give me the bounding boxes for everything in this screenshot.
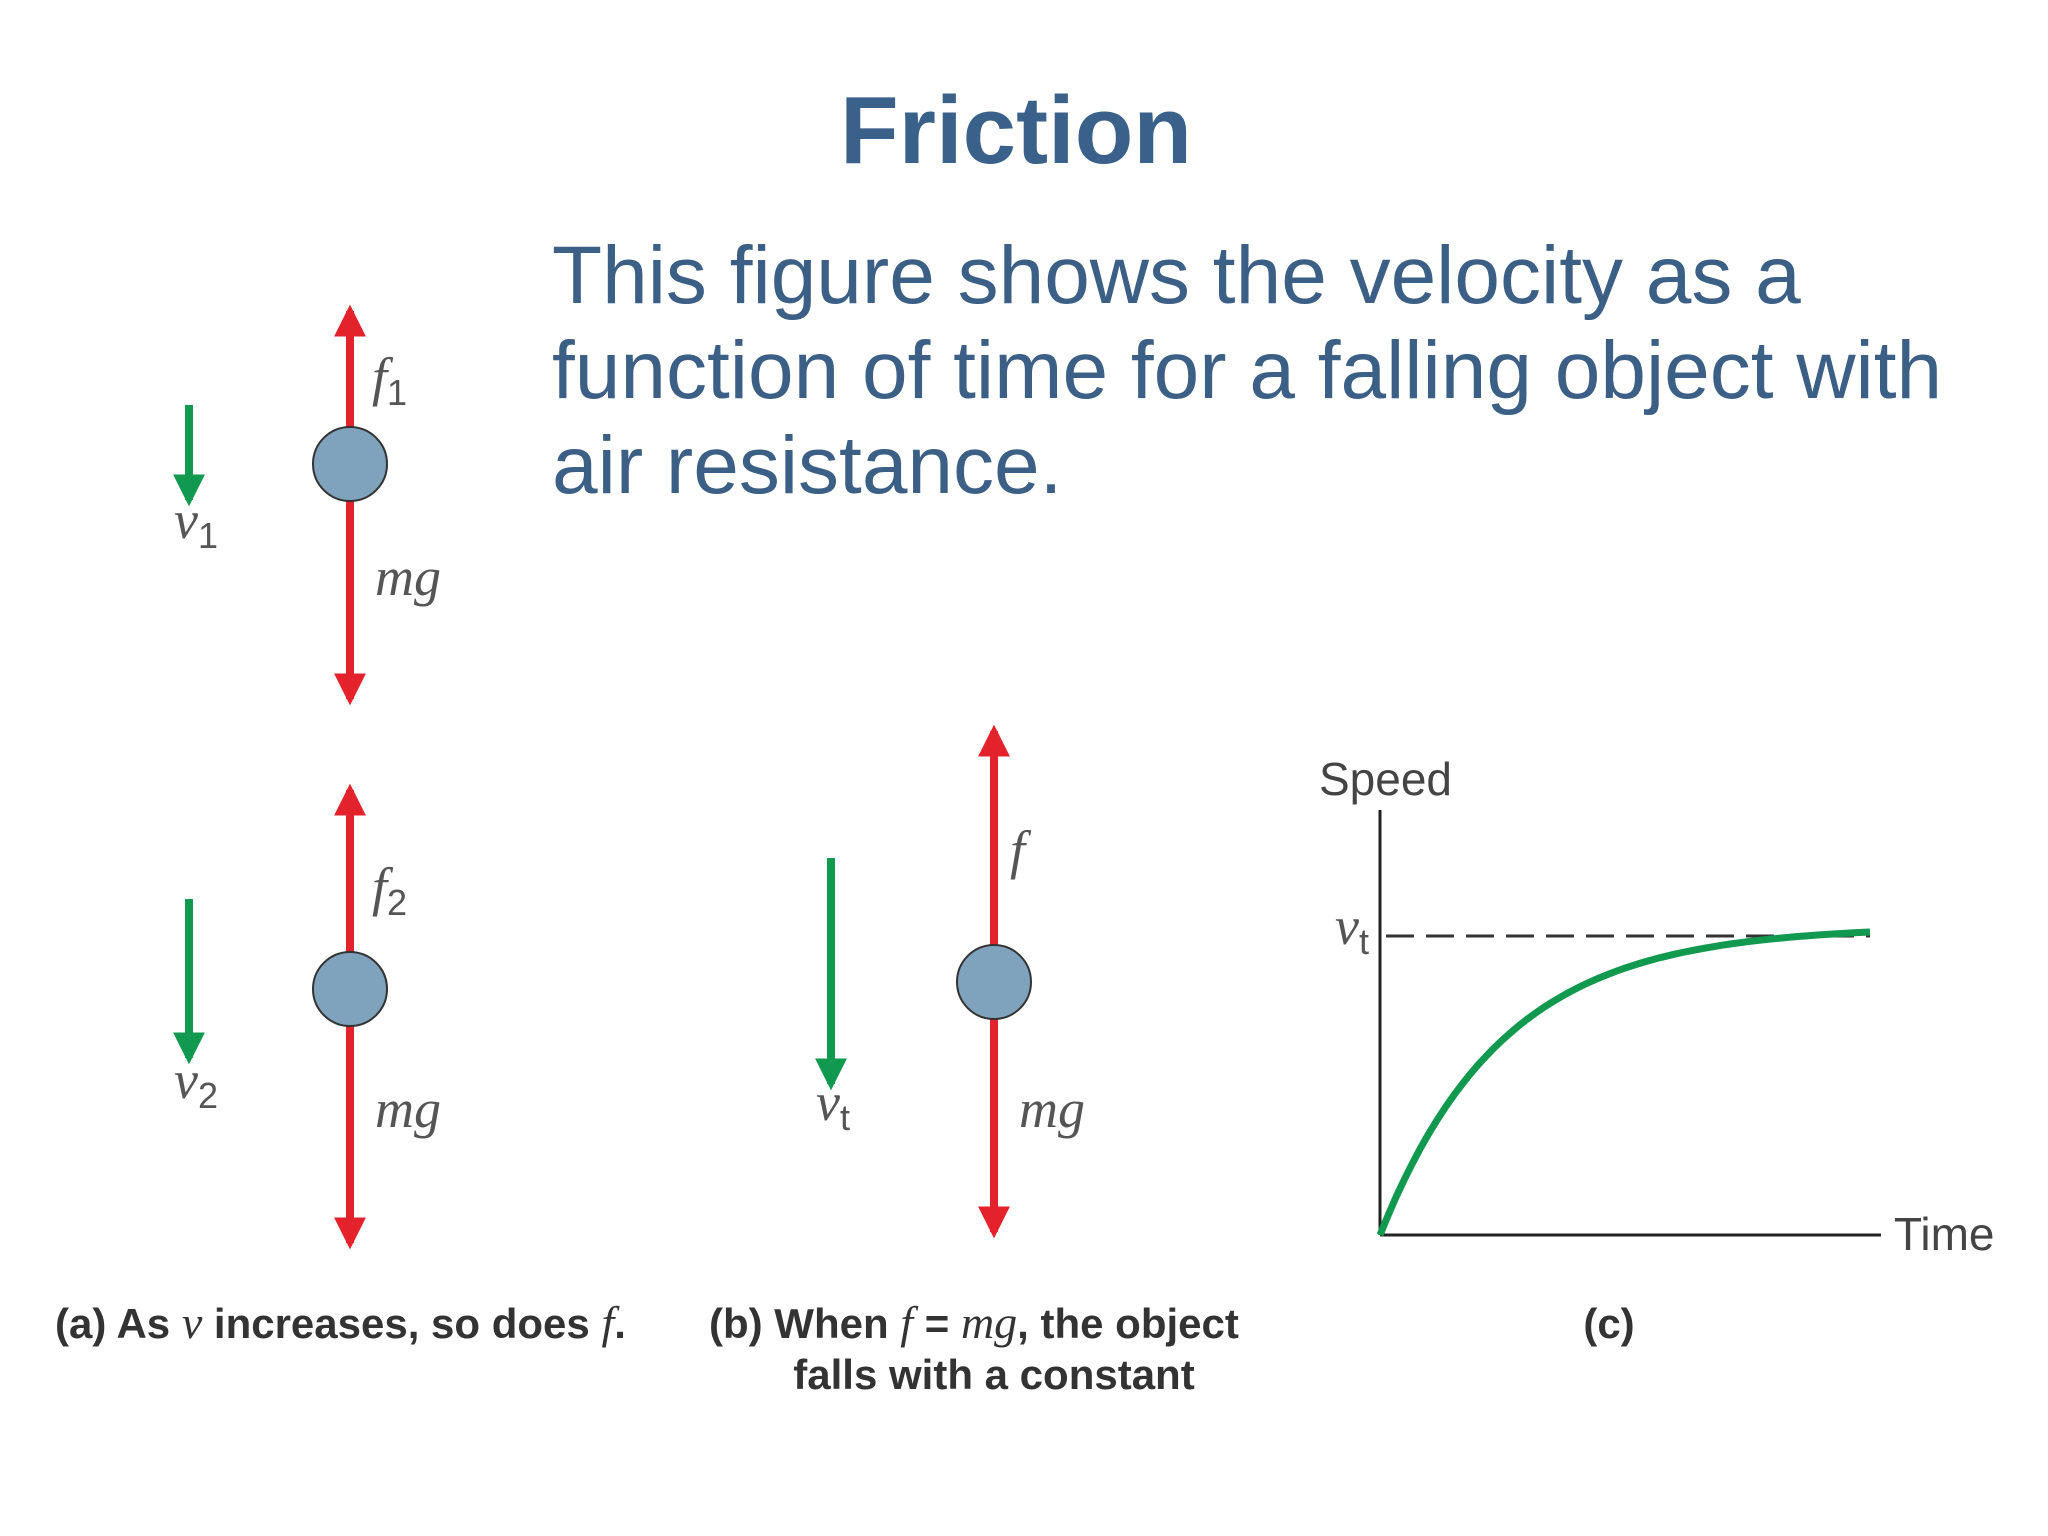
body-line: This figure shows the velocity as a [552,230,1801,321]
weight-label: mg [1019,1079,1085,1139]
caption-b: (b) When f = mg, the object [709,1297,1239,1348]
caption-b-line2: falls with a constant [793,1351,1194,1398]
velocity-label: v1 [174,490,218,556]
force-label: f [1010,820,1032,880]
symbol: v [816,1072,840,1132]
falling-object [312,951,388,1027]
caption-part: v [182,1297,203,1348]
subscript: t [1359,921,1369,962]
subscript: 2 [198,1075,218,1116]
symbol: mg [375,1079,441,1139]
falling-object [956,944,1032,1020]
subscript: 1 [387,372,407,413]
speed-curve [1376,928,1871,1237]
asymptote-label: vt [1335,896,1369,962]
body-line: air resistance. [552,420,1062,511]
slide-title: Friction [840,77,1192,184]
symbol: f [1010,820,1032,880]
caption-part: (b) When [709,1300,900,1347]
caption-a: (a) As v increases, so does f. [55,1297,626,1348]
falling-object [312,426,388,502]
caption-part: (a) As [55,1300,182,1347]
body-line: function of time for a falling object wi… [552,325,1942,416]
force-label: f2 [372,857,407,923]
symbol: v [1335,896,1359,956]
symbol: v [174,490,198,550]
symbol: mg [375,547,441,607]
symbol: mg [1019,1079,1085,1139]
y-axis-label: Speed [1319,753,1452,805]
velocity-label: vt [816,1072,850,1138]
caption-part: . [614,1300,626,1347]
caption-part: = [913,1300,961,1347]
subscript: 2 [387,882,407,923]
caption-part: increases, so does [202,1300,601,1347]
x-axis-label: Time [1894,1208,1995,1260]
weight-label: mg [375,1079,441,1139]
caption-part: , the object [1017,1300,1239,1347]
weight-label: mg [375,547,441,607]
subscript: t [840,1097,850,1138]
symbol: v [174,1050,198,1110]
velocity-label: v2 [174,1050,218,1116]
subscript: 1 [198,515,218,556]
caption-part: mg [961,1297,1017,1348]
caption-c: (c) [1583,1300,1634,1347]
force-label: f1 [372,347,407,413]
